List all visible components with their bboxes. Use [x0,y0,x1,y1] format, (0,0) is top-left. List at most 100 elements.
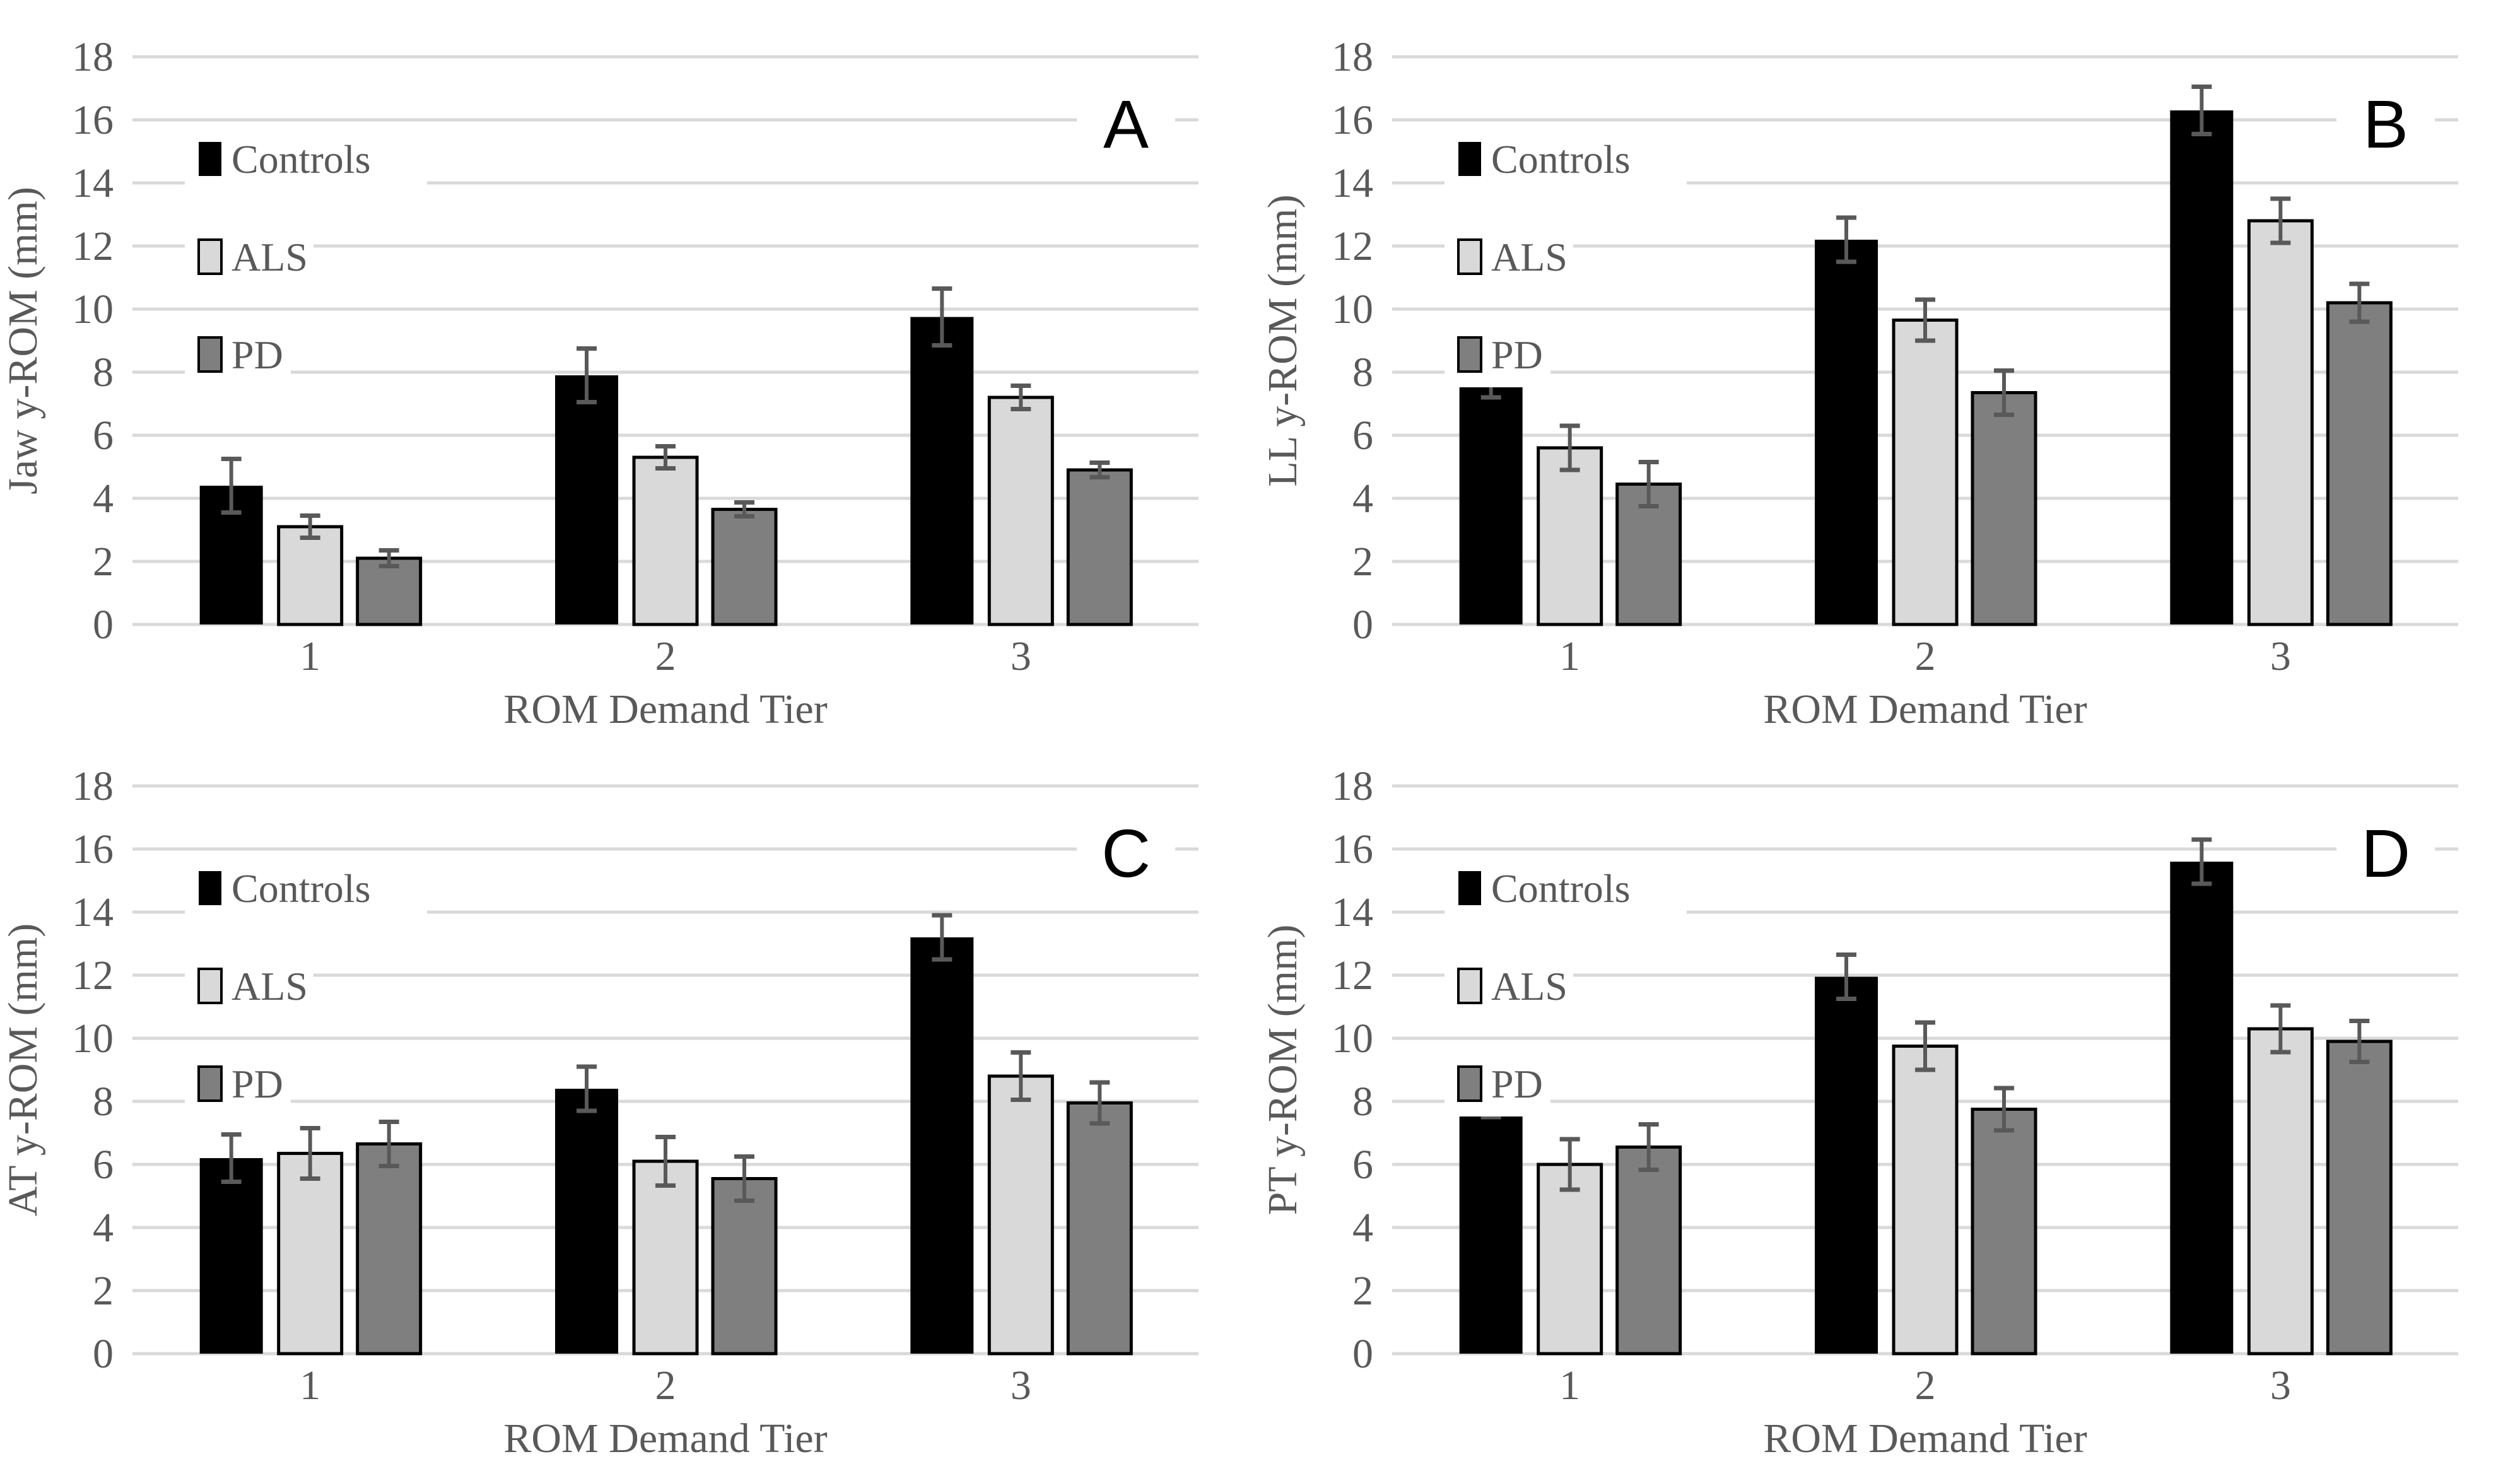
legend-row-bg [1445,126,1687,192]
y-axis-title: LL y-ROM (mm) [1260,194,1306,486]
bar-pd-tier1 [1615,1146,1682,1356]
legend-swatch-als [1457,238,1482,275]
legend-label-als: ALS [231,235,308,279]
y-tick-label: 2 [1352,1268,1373,1314]
x-axis-title: ROM Demand Tier [1763,686,2087,732]
legend-label-controls: Controls [1491,137,1630,182]
bar-pd-tier2 [1971,1108,2037,1356]
bar-pd-tier2 [711,508,778,626]
legend-label-als: ALS [231,964,308,1009]
panel-letter-bg [1077,807,1176,898]
y-tick-label: 10 [1332,1016,1373,1062]
y-tick-label: 2 [93,1268,114,1314]
y-tick-label: 2 [93,539,114,585]
x-tick-label: 2 [655,633,676,679]
y-tick-label: 16 [1332,97,1373,143]
x-axis-title: ROM Demand Tier [1763,1415,2087,1459]
bar-als-tier1 [1537,1163,1603,1356]
bar-controls-tier2 [555,375,618,624]
bar-pd-tier3 [1066,468,1133,626]
legend-label-pd: PD [1491,1062,1543,1106]
legend-row-bg [185,126,427,192]
y-tick-label: 18 [1332,34,1373,80]
y-tick-label: 12 [72,952,114,999]
x-tick-label: 3 [1011,1362,1031,1409]
legend-swatch-controls [199,871,221,905]
legend-label-als: ALS [1491,964,1568,1009]
legend-swatch-controls [199,142,221,176]
legend-row-bg [185,855,427,921]
x-tick-label: 1 [1559,633,1580,679]
bar-controls-tier2 [1815,240,1878,624]
y-tick-label: 0 [93,602,114,648]
y-tick-label: 12 [72,223,114,269]
legend-swatch-pd [1457,336,1482,373]
legend-swatch-pd [197,1065,223,1102]
legend-swatch-controls [1458,871,1481,905]
bar-controls-tier1 [1459,1093,1523,1354]
bar-controls-tier3 [2170,862,2234,1354]
bar-controls-tier3 [910,937,974,1354]
bar-als-tier3 [2247,1027,2314,1356]
y-tick-label: 4 [93,1205,114,1251]
legend-swatch-controls [1458,142,1481,176]
legend-swatch-pd [1457,1065,1482,1102]
x-tick-label: 3 [1011,633,1031,679]
panel-letter-c: C [1101,815,1151,891]
legend-label-pd: PD [231,332,283,377]
panel-letter-bg [2336,807,2435,898]
legend-label-controls: Controls [1491,866,1630,911]
panel-letter-b: B [2363,86,2408,162]
y-tick-label: 10 [72,286,114,332]
bar-pd-tier2 [1971,391,2037,626]
bar-pd-tier3 [2326,301,2393,626]
bar-als-tier1 [277,525,344,626]
bar-als-tier2 [632,455,699,626]
legend-row-bg [1445,855,1687,921]
y-tick-label: 4 [93,476,114,522]
bar-controls-tier2 [555,1089,618,1354]
y-tick-label: 18 [1332,763,1373,809]
y-tick-label: 8 [93,1079,114,1125]
x-tick-label: 2 [1915,633,1936,679]
legend-label-pd: PD [1491,332,1543,377]
y-tick-label: 14 [72,889,114,935]
x-axis-title: ROM Demand Tier [503,686,827,732]
y-axis-title: AT y-ROM (mm) [0,923,46,1216]
bar-controls-tier1 [199,1158,263,1354]
y-tick-label: 4 [1352,1205,1373,1251]
legend-swatch-pd [197,336,223,373]
x-axis-title: ROM Demand Tier [503,1415,827,1459]
legend-swatch-als [197,238,223,275]
y-tick-label: 16 [72,826,114,872]
y-axis-title: Jaw y-ROM (mm) [0,187,46,495]
y-tick-label: 4 [1352,476,1373,522]
bar-pd-tier3 [1066,1101,1133,1356]
bar-controls-tier1 [1459,375,1523,624]
panel-letter-bg [2336,78,2435,169]
bar-als-tier2 [1892,1045,1959,1356]
x-tick-label: 1 [300,1362,320,1409]
bar-als-tier1 [277,1152,344,1356]
x-tick-label: 3 [2270,1362,2291,1409]
legend-label-als: ALS [1491,235,1568,279]
y-tick-label: 14 [1332,889,1373,935]
legend-label-controls: Controls [231,866,370,911]
x-tick-label: 1 [1559,1362,1580,1409]
y-tick-label: 0 [1352,1331,1373,1377]
bar-als-tier2 [1892,319,1959,626]
y-tick-label: 0 [93,1331,114,1377]
bar-pd-tier3 [2326,1040,2393,1356]
legend-label-controls: Controls [231,137,370,182]
y-tick-label: 0 [1352,602,1373,648]
bar-als-tier1 [1537,446,1603,626]
y-tick-label: 6 [93,1142,114,1188]
legend-label-pd: PD [231,1062,283,1106]
y-tick-label: 6 [1352,413,1373,459]
bar-als-tier2 [632,1159,699,1356]
y-tick-label: 8 [1352,349,1373,396]
panel-letter-d: D [2361,815,2410,891]
